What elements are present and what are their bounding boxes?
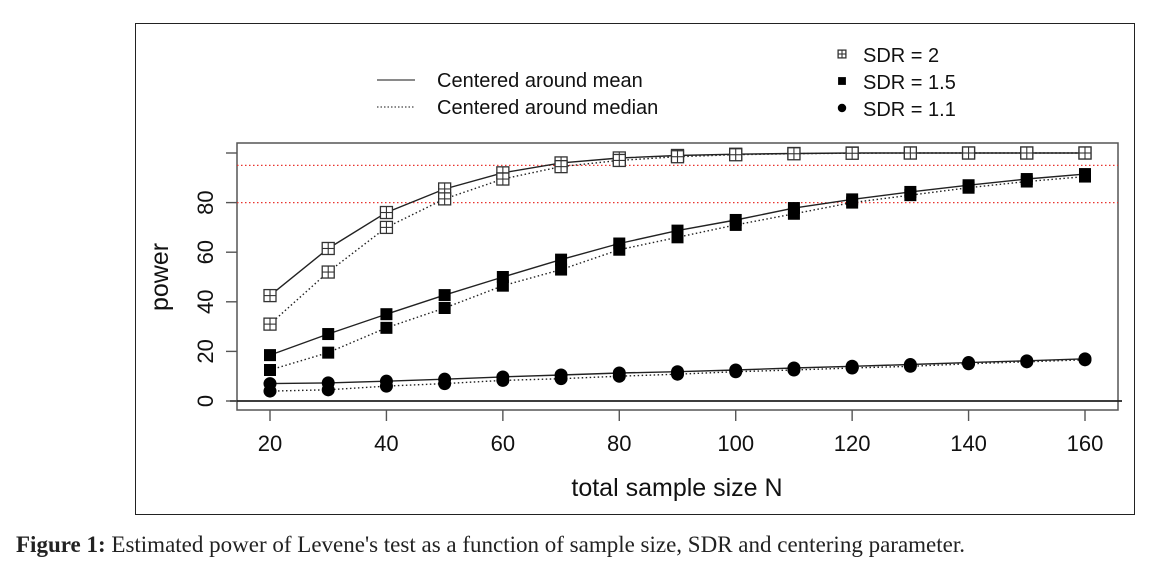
series-line-sdr-1_5-median [269,175,1086,371]
data-point-sdr-2-median-n140 [961,146,976,160]
legend-sdr-markers: SDR = 2 SDR = 1.5 SDR = 1.1 [837,45,956,121]
x-tick-label-140: 140 [950,431,987,456]
data-point-sdr-1_1-median-n40 [379,379,393,393]
legend-marker-filled-square [838,77,846,85]
data-point-sdr-1_1-median-n100 [729,365,743,379]
x-tick-label-80: 80 [607,431,631,456]
series-line-sdr-2-median [269,152,1085,325]
data-point-sdr-2-mean-n30 [321,241,335,256]
legend-line-label-dotted: Centered around median [437,97,658,119]
x-axis: 20 40 60 80 100 120 140 160 [258,410,1104,456]
data-point-sdr-1_5-median-n140 [962,181,975,194]
data-point-sdr-2-median-n130 [903,146,918,160]
y-tick-label-0: 0 [193,395,218,407]
data-point-sdr-1_1-median-n130 [903,359,917,373]
legend-marker-filled-circle [837,103,847,113]
data-point-sdr-1_5-median-n150 [1020,175,1033,188]
data-point-sdr-2-median-n90 [670,150,685,164]
caption-label: Figure 1: [16,532,106,557]
data-point-sdr-2-median-n60 [496,172,510,186]
x-tick-label-20: 20 [258,431,282,456]
data-point-sdr-1_1-median-n160 [1078,353,1092,367]
data-point-sdr-1_5-median-n30 [322,346,335,359]
x-tick-label-60: 60 [491,431,515,456]
data-point-sdr-2-median-n30 [321,265,335,279]
data-point-sdr-2-median-n40 [379,220,394,235]
y-axis: 0 20 40 60 80 [193,152,237,407]
y-tick-label-20: 20 [193,339,218,363]
data-point-sdr-1_5-mean-n30 [322,328,335,341]
y-axis-label: power [146,243,174,311]
data-point-sdr-1_5-median-n50 [438,302,451,314]
data-point-sdr-2-median-n120 [845,146,859,160]
data-point-sdr-1_5-mean-n40 [380,308,393,321]
legend-marker-label-0: SDR = 2 [863,45,939,67]
data-point-sdr-1_5-mean-n50 [438,289,451,302]
data-point-sdr-1_1-median-n120 [845,361,859,375]
data-point-sdr-1_5-median-n160 [1079,170,1091,183]
data-point-sdr-1_5-median-n60 [496,279,509,292]
legend-line-label-solid: Centered around mean [437,70,643,92]
data-point-sdr-1_1-median-n70 [554,372,568,386]
legend-marker-square-grid [837,49,847,59]
reference-lines [230,164,1122,402]
x-tick-label-120: 120 [834,431,871,456]
data-point-sdr-1_1-median-n60 [496,373,510,387]
y-tick-label-40: 40 [193,290,218,314]
data-point-sdr-1_5-median-n80 [613,243,626,256]
x-axis-label: total sample size N [571,474,782,502]
power-chart: 20 40 60 80 100 120 140 160 0 20 40 60 80 total sam… [146,45,1122,502]
data-point-sdr-1_1-median-n150 [1020,355,1034,369]
data-point-sdr-1_5-median-n40 [380,321,393,334]
data-point-sdr-1_5-median-n100 [729,218,742,231]
data-point-sdr-1_1-median-n90 [671,367,684,381]
legend-line-styles: Centered around mean Centered around medi… [377,70,658,119]
data-point-sdr-2-mean-n20 [263,288,277,303]
data-point-sdr-2-median-n50 [437,192,452,206]
legend-marker-label-1: SDR = 1.5 [863,72,956,94]
x-tick-label-160: 160 [1067,431,1104,456]
data-point-sdr-1_1-median-n140 [962,357,976,371]
data-point-sdr-1_1-median-n20 [263,384,277,398]
data-point-sdr-1_5-mean-n20 [264,349,276,362]
data-point-sdr-2-median-n100 [729,148,743,162]
caption-text: Estimated power of Levene's test as a fu… [105,532,965,557]
data-point-sdr-1_1-median-n50 [438,377,452,391]
data-point-sdr-2-median-n150 [1020,146,1034,160]
data-point-sdr-1_5-median-n130 [904,189,917,202]
data-point-sdr-2-median-n80 [612,153,626,168]
data-point-sdr-1_1-median-n110 [787,363,801,377]
data-point-sdr-2-median-n20 [263,317,277,331]
x-tick-label-100: 100 [717,431,754,456]
figure-caption: Figure 1: Estimated power of Levene's te… [16,532,1166,558]
series-markers [263,146,1092,398]
data-point-sdr-1_5-median-n70 [555,263,568,276]
data-point-sdr-1_1-median-n30 [321,383,335,397]
plot-area-border [236,142,1119,411]
data-point-sdr-2-mean-n40 [379,205,394,220]
data-point-sdr-1_5-median-n20 [264,364,276,376]
data-point-sdr-2-median-n110 [787,147,801,161]
data-point-sdr-1_5-mean-n70 [555,253,568,266]
y-tick-label-80: 80 [193,190,218,214]
data-point-sdr-1_5-median-n110 [787,207,800,220]
x-tick-label-40: 40 [374,431,398,456]
data-point-sdr-2-median-n70 [554,159,568,174]
figure-frame [135,23,1135,515]
y-tick-label-60: 60 [193,240,218,264]
data-point-sdr-2-median-n160 [1078,146,1092,160]
data-point-sdr-1_1-median-n80 [612,369,626,383]
data-point-sdr-1_5-median-n90 [671,231,684,244]
data-point-sdr-1_5-median-n120 [846,196,859,209]
legend-marker-label-2: SDR = 1.1 [863,99,956,121]
